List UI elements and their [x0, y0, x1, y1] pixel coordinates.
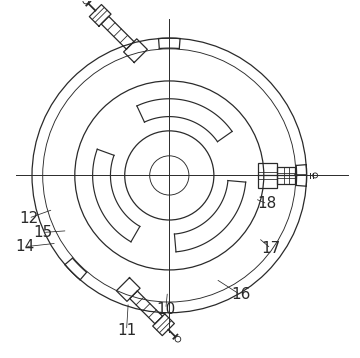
Text: 12: 12 [19, 211, 38, 226]
Text: 11: 11 [117, 323, 136, 338]
Text: 15: 15 [33, 225, 52, 240]
Bar [258, 163, 277, 188]
Text: 10: 10 [156, 302, 175, 317]
Bar [277, 166, 295, 184]
Text: 16: 16 [231, 287, 250, 303]
Text: 14: 14 [15, 239, 35, 254]
Text: 18: 18 [258, 197, 277, 212]
Text: 17: 17 [261, 241, 280, 256]
